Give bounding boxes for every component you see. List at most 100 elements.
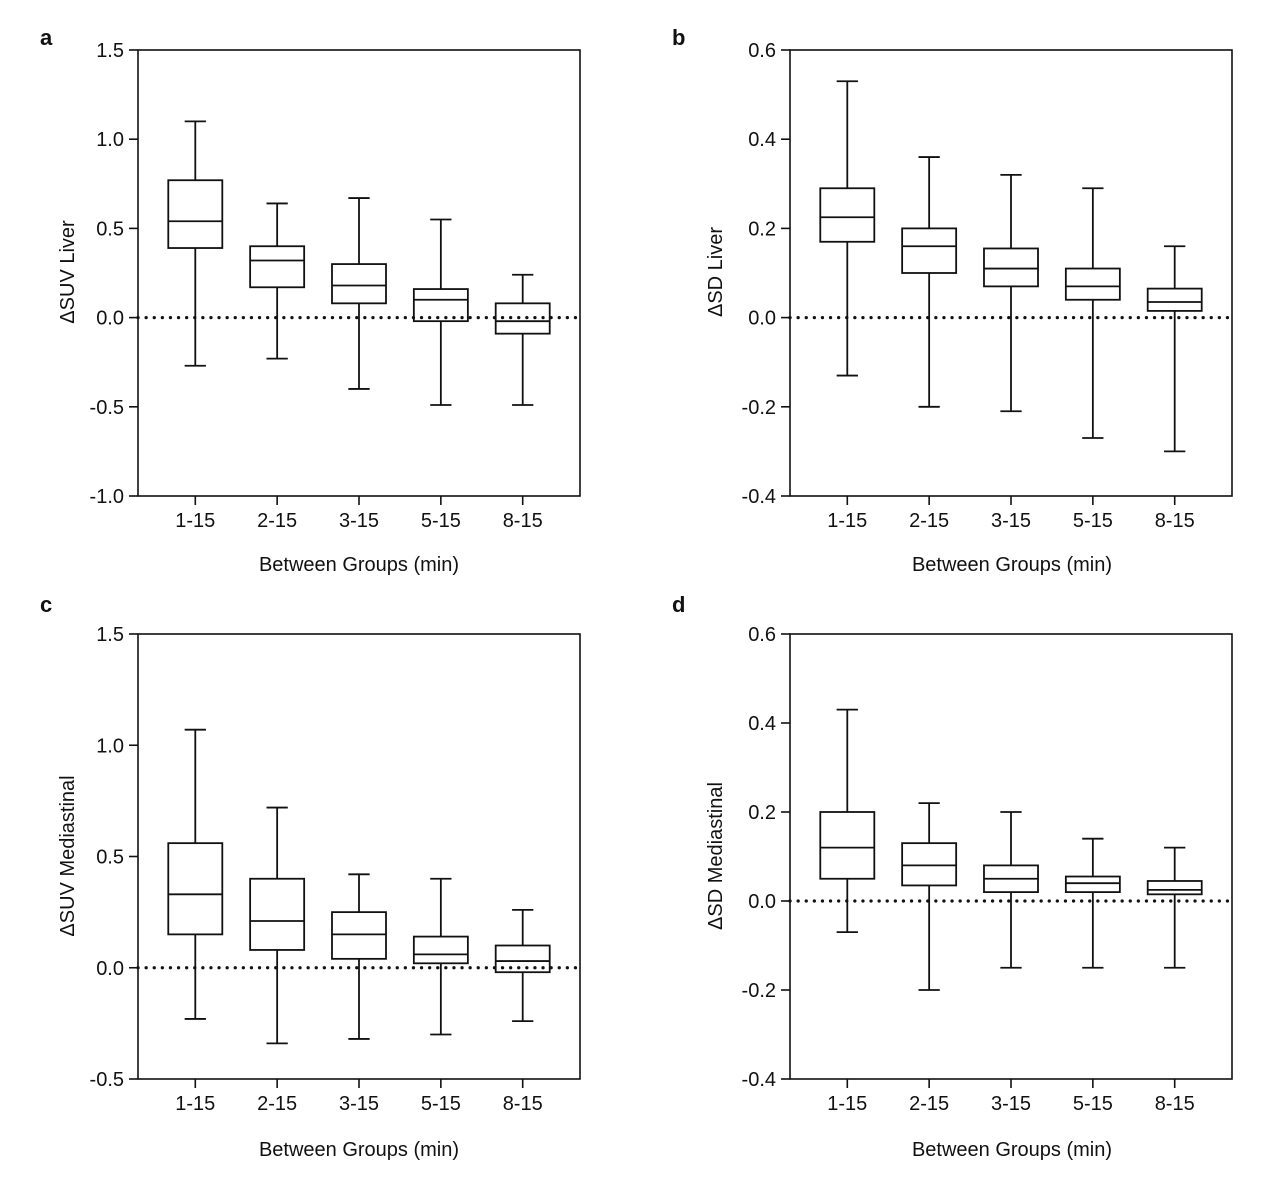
interquartile-box [819, 811, 876, 880]
panel-d-box-5-15 [1064, 837, 1121, 969]
interquartile-box [494, 944, 551, 974]
panel-d-y-tick-label: -0.2 [742, 980, 776, 1002]
panel-d-y-tick-label: 0.4 [748, 713, 776, 735]
panel-d-box-3-15 [983, 811, 1039, 969]
panel-a-y-tick-label: 1.0 [96, 129, 124, 151]
panel-a-y-tick-label: -1.0 [90, 486, 124, 508]
panel-d-y-tick-label: 0.6 [748, 624, 776, 646]
panel-c: c ΔSUV Mediastinal Between Groups (min) … [40, 592, 582, 1161]
panel-b-letter: b [672, 25, 685, 50]
panel-c-x-tick-label: 8-15 [503, 1093, 543, 1115]
panel-a-x-tick-label: 8-15 [503, 510, 543, 532]
panel-d-x-tick-label: 3-15 [991, 1093, 1031, 1115]
panel-b-y-tick-label: -0.4 [742, 486, 776, 508]
panel-a-x-tick-label: 5-15 [421, 510, 461, 532]
panel-b-box-1-15 [819, 80, 876, 377]
panel-c-x-tick-label: 2-15 [257, 1093, 297, 1115]
panel-c-y-tick-label: 0.5 [96, 847, 124, 869]
panel-d-plot-area: -0.4 -0.2 0.0 0.2 0.4 0.6 1-15 2-15 3-15 5-15 8-15 [742, 624, 1234, 1115]
panel-b: b ΔSD Liver Between Groups (min) -0.4 -0.… [672, 25, 1234, 576]
panel-a-y-tick-label: 0.0 [96, 308, 124, 330]
panel-d-box-1-15 [819, 708, 876, 934]
panel-a-x-tick-label: 2-15 [257, 510, 297, 532]
interquartile-box [901, 227, 958, 274]
interquartile-box [819, 187, 876, 243]
panel-c-x-axis-title: Between Groups (min) [259, 1139, 459, 1161]
panel-d-box-2-15 [901, 802, 958, 991]
interquartile-box [901, 842, 958, 887]
interquartile-box [1064, 875, 1121, 894]
panel-a-x-tick-label: 1-15 [175, 510, 215, 532]
interquartile-box [494, 302, 551, 335]
panel-b-y-axis-title: ΔSD Liver [705, 227, 727, 317]
panel-b-x-tick-label: 1-15 [827, 510, 867, 532]
panel-d-letter: d [672, 592, 685, 617]
interquartile-box [249, 245, 306, 289]
panel-b-box-5-15 [1064, 187, 1121, 439]
panel-b-y-tick-label: -0.2 [742, 397, 776, 419]
panel-a-box-2-15 [249, 202, 306, 360]
panel-a-plot-area: -1.0 -0.5 0.0 0.5 1.0 1.5 1-15 2-15 3-15 5-15 8-15 [90, 40, 582, 532]
panel-c-x-tick-label: 3-15 [339, 1093, 379, 1115]
panel-b-x-tick-label: 2-15 [909, 510, 949, 532]
panel-a-x-axis-title: Between Groups (min) [259, 554, 459, 576]
panel-b-x-axis-title: Between Groups (min) [912, 554, 1112, 576]
panel-a-box-3-15 [331, 197, 387, 390]
interquartile-box [1146, 880, 1203, 896]
panel-b-x-tick-label: 3-15 [991, 510, 1031, 532]
panel-b-box-2-15 [901, 156, 958, 408]
interquartile-box [331, 263, 387, 305]
panel-d-x-tick-label: 8-15 [1155, 1093, 1195, 1115]
panel-b-x-tick-label: 5-15 [1073, 510, 1113, 532]
panel-c-x-tick-label: 1-15 [175, 1093, 215, 1115]
panel-c-box-8-15 [494, 909, 551, 1023]
panel-a-letter: a [40, 25, 53, 50]
panel-d: d ΔSD Mediastinal Between Groups (min) -… [672, 592, 1234, 1161]
panel-c-box-2-15 [249, 806, 306, 1045]
interquartile-box [167, 179, 224, 249]
panel-c-letter: c [40, 592, 52, 617]
interquartile-box [331, 911, 387, 960]
interquartile-box [412, 935, 469, 965]
panel-d-x-axis-title: Between Groups (min) [912, 1139, 1112, 1161]
panel-b-y-tick-label: 0.4 [748, 129, 776, 151]
panel-b-frame [789, 49, 1233, 497]
panel-c-y-tick-label: 1.5 [96, 624, 124, 646]
panel-d-x-tick-label: 5-15 [1073, 1093, 1113, 1115]
panel-a: a ΔSUV Liver Between Groups (min) -1.0 -0… [40, 25, 582, 576]
panel-a-y-tick-label: 1.5 [96, 40, 124, 62]
panel-d-box-8-15 [1146, 846, 1203, 969]
panel-c-y-axis-title: ΔSUV Mediastinal [57, 775, 79, 936]
panel-d-x-tick-label: 1-15 [827, 1093, 867, 1115]
panel-b-y-tick-label: 0.6 [748, 40, 776, 62]
interquartile-box [167, 842, 224, 936]
panel-c-box-3-15 [331, 873, 387, 1040]
panel-b-x-tick-label: 8-15 [1155, 510, 1195, 532]
panel-d-y-axis-title: ΔSD Mediastinal [705, 782, 727, 930]
panel-b-box-8-15 [1146, 245, 1203, 453]
panel-a-box-1-15 [167, 120, 224, 367]
panel-a-y-axis-title: ΔSUV Liver [57, 220, 79, 324]
panel-d-x-tick-label: 2-15 [909, 1093, 949, 1115]
interquartile-box [249, 877, 306, 951]
interquartile-box [983, 247, 1039, 288]
panel-b-box-3-15 [983, 173, 1039, 413]
panel-d-y-tick-label: 0.0 [748, 891, 776, 913]
panel-c-y-tick-label: 1.0 [96, 735, 124, 757]
panel-b-plot-area: -0.4 -0.2 0.0 0.2 0.4 0.6 1-15 2-15 3-15 5-15 8-15 [742, 40, 1234, 532]
panel-c-x-tick-label: 5-15 [421, 1093, 461, 1115]
panel-c-box-1-15 [167, 728, 224, 1020]
interquartile-box [412, 288, 469, 323]
panel-a-box-8-15 [494, 273, 551, 406]
panel-c-box-5-15 [412, 877, 469, 1036]
panel-a-frame [137, 49, 581, 497]
interquartile-box [1064, 267, 1121, 301]
panel-c-y-tick-label: -0.5 [90, 1069, 124, 1091]
panel-a-x-tick-label: 3-15 [339, 510, 379, 532]
panel-a-y-tick-label: 0.5 [96, 218, 124, 240]
panel-c-y-tick-label: 0.0 [96, 958, 124, 980]
panel-b-y-tick-label: 0.0 [748, 308, 776, 330]
panel-d-y-tick-label: 0.2 [748, 802, 776, 824]
panel-c-plot-area: -0.5 0.0 0.5 1.0 1.5 1-15 2-15 3-15 5-15 8-15 [90, 624, 582, 1115]
